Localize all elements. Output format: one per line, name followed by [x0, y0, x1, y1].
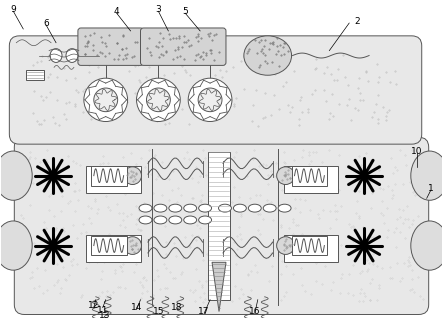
- Ellipse shape: [66, 49, 78, 62]
- FancyBboxPatch shape: [14, 137, 429, 315]
- Text: 11: 11: [97, 306, 109, 315]
- Text: 9: 9: [11, 5, 16, 14]
- Ellipse shape: [154, 204, 167, 212]
- Ellipse shape: [198, 204, 212, 212]
- Ellipse shape: [278, 204, 291, 212]
- Text: 18: 18: [171, 303, 182, 312]
- Ellipse shape: [0, 151, 32, 200]
- Polygon shape: [212, 262, 226, 311]
- Circle shape: [84, 78, 128, 121]
- Text: 14: 14: [131, 303, 142, 312]
- Ellipse shape: [411, 221, 443, 270]
- Circle shape: [94, 88, 118, 112]
- Ellipse shape: [154, 216, 167, 224]
- Ellipse shape: [198, 216, 212, 224]
- Bar: [86, 166, 140, 194]
- Text: 3: 3: [155, 5, 161, 14]
- Text: 5: 5: [183, 7, 188, 16]
- Circle shape: [188, 78, 232, 121]
- Ellipse shape: [139, 204, 152, 212]
- Ellipse shape: [249, 204, 261, 212]
- Ellipse shape: [233, 204, 246, 212]
- Ellipse shape: [411, 151, 443, 200]
- Bar: [291, 166, 327, 185]
- Circle shape: [276, 167, 295, 185]
- Circle shape: [276, 237, 295, 254]
- FancyBboxPatch shape: [78, 28, 144, 65]
- Bar: [284, 166, 338, 194]
- FancyBboxPatch shape: [140, 28, 226, 65]
- Bar: [26, 70, 44, 80]
- Ellipse shape: [263, 204, 276, 212]
- Text: 4: 4: [114, 7, 120, 16]
- Ellipse shape: [218, 204, 231, 212]
- Circle shape: [147, 88, 170, 112]
- Ellipse shape: [169, 216, 182, 224]
- Bar: [284, 235, 338, 262]
- Text: 15: 15: [153, 307, 164, 316]
- Text: 12: 12: [88, 301, 100, 310]
- FancyBboxPatch shape: [9, 36, 422, 144]
- Text: 17: 17: [198, 307, 210, 316]
- Circle shape: [136, 78, 180, 121]
- Circle shape: [124, 167, 141, 185]
- Bar: [208, 152, 230, 300]
- Text: 13: 13: [99, 311, 110, 320]
- Bar: [86, 235, 140, 262]
- Circle shape: [124, 237, 141, 254]
- Circle shape: [198, 88, 222, 112]
- Ellipse shape: [169, 204, 182, 212]
- Text: 1: 1: [428, 184, 434, 193]
- Bar: [91, 166, 127, 185]
- Bar: [291, 236, 327, 255]
- Ellipse shape: [184, 204, 197, 212]
- Text: 6: 6: [43, 19, 49, 28]
- Text: 16: 16: [249, 307, 260, 316]
- Ellipse shape: [244, 36, 291, 75]
- Ellipse shape: [139, 216, 152, 224]
- Text: 10: 10: [411, 147, 423, 156]
- Text: 2: 2: [354, 16, 360, 25]
- Ellipse shape: [0, 221, 32, 270]
- Ellipse shape: [184, 216, 197, 224]
- Ellipse shape: [50, 49, 62, 62]
- Bar: [91, 236, 127, 255]
